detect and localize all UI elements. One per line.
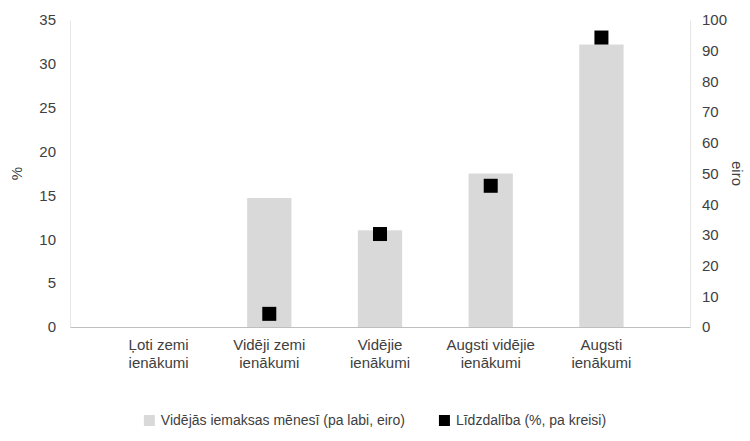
tick-label: 10 bbox=[39, 231, 56, 248]
bar bbox=[579, 45, 623, 327]
legend-swatch bbox=[144, 415, 155, 426]
tick-label: Ļoti zemiienākumi bbox=[129, 336, 189, 371]
square-marker bbox=[484, 179, 498, 193]
tick: 10 bbox=[39, 231, 70, 248]
legend-item: Līdzdalība (%, pa kreisi) bbox=[439, 412, 606, 428]
bar bbox=[247, 198, 291, 327]
tick-label: Augsti vidējieienākumi bbox=[447, 336, 535, 371]
legend-label: Vidējās iemaksas mēnesī (pa labi, eiro) bbox=[161, 412, 405, 428]
y-axis-title: % bbox=[8, 167, 25, 180]
tick: 40 bbox=[690, 196, 719, 213]
y2-axis-line bbox=[690, 21, 691, 328]
tick-label: 0 bbox=[48, 318, 56, 335]
tick: 100 bbox=[690, 11, 727, 28]
tick-label: 40 bbox=[702, 196, 719, 213]
y2-axis-title: eiro bbox=[729, 161, 746, 186]
plot-area bbox=[247, 31, 623, 327]
tick: 80 bbox=[690, 73, 719, 90]
bar bbox=[358, 230, 402, 327]
tick-label: 10 bbox=[702, 288, 719, 305]
legend-swatch bbox=[439, 415, 450, 426]
tick-label: 50 bbox=[702, 165, 719, 182]
chart: 0 5 10 15 20 25 30 35 0 10 20 30 40 50 60 70 80 90 100 Ļoti… bbox=[0, 0, 750, 441]
tick: 10 bbox=[690, 288, 719, 305]
x-axis-line bbox=[71, 327, 691, 328]
tick-label: 5 bbox=[48, 274, 56, 291]
tick-label: 20 bbox=[702, 257, 719, 274]
tick: Vidēji zemiienākumi bbox=[233, 327, 305, 371]
tick-label: Augstiienākumi bbox=[571, 336, 631, 371]
tick-label: 80 bbox=[702, 73, 719, 90]
tick-label: 20 bbox=[39, 143, 56, 160]
tick: 30 bbox=[690, 226, 719, 243]
bar bbox=[469, 174, 513, 328]
tick: 25 bbox=[39, 99, 70, 116]
tick-label: 30 bbox=[39, 55, 56, 72]
square-marker bbox=[594, 31, 608, 45]
tick-label: 0 bbox=[702, 318, 710, 335]
tick-label: Vidēji zemiienākumi bbox=[233, 336, 305, 371]
bar-series bbox=[247, 45, 623, 327]
tick: 5 bbox=[48, 274, 70, 291]
tick-label: Vidējieienākumi bbox=[350, 336, 410, 371]
tick-label: 30 bbox=[702, 226, 719, 243]
tick: 90 bbox=[690, 42, 719, 59]
tick-label: 15 bbox=[39, 187, 56, 204]
tick: 50 bbox=[690, 165, 719, 182]
tick: 0 bbox=[48, 318, 70, 335]
tick: 60 bbox=[690, 134, 719, 151]
tick: Ļoti zemiienākumi bbox=[129, 327, 189, 371]
y-axis-line bbox=[70, 21, 71, 328]
tick-label: 100 bbox=[702, 11, 727, 28]
tick-label: 35 bbox=[39, 11, 56, 28]
tick-label: 70 bbox=[702, 103, 719, 120]
square-marker bbox=[373, 227, 387, 241]
tick: Augstiienākumi bbox=[571, 327, 631, 371]
tick-label: 60 bbox=[702, 134, 719, 151]
tick: Augsti vidējieienākumi bbox=[447, 327, 535, 371]
tick: 0 bbox=[690, 318, 710, 335]
y-axis: 0 5 10 15 20 25 30 35 bbox=[39, 11, 70, 335]
tick: 20 bbox=[690, 257, 719, 274]
x-axis: Ļoti zemiienākumi Vidēji zemiienākumi Vidē… bbox=[71, 327, 691, 371]
legend: Vidējās iemaksas mēnesī (pa labi, eiro) L… bbox=[144, 412, 606, 428]
legend-label: Līdzdalība (%, pa kreisi) bbox=[456, 412, 606, 428]
tick: 15 bbox=[39, 187, 70, 204]
tick: 30 bbox=[39, 55, 70, 72]
tick-label: 25 bbox=[39, 99, 56, 116]
tick-label: 90 bbox=[702, 42, 719, 59]
tick: 70 bbox=[690, 103, 719, 120]
legend-item: Vidējās iemaksas mēnesī (pa labi, eiro) bbox=[144, 412, 405, 428]
marker-series bbox=[262, 31, 608, 321]
tick: Vidējieienākumi bbox=[350, 327, 410, 371]
tick: 20 bbox=[39, 143, 70, 160]
square-marker bbox=[262, 307, 276, 321]
tick: 35 bbox=[39, 11, 70, 28]
y2-axis: 0 10 20 30 40 50 60 70 80 90 100 bbox=[690, 11, 727, 335]
